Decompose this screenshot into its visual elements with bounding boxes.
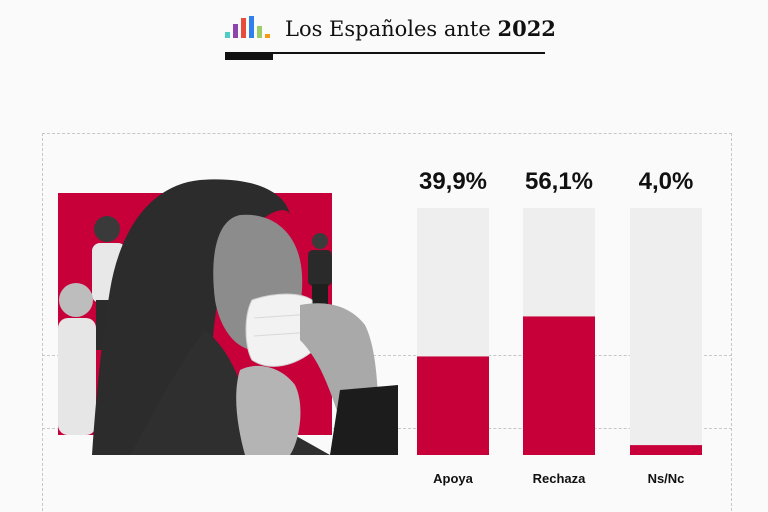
background-person-right: [308, 233, 332, 308]
woman-hair: [92, 179, 290, 455]
title-underline-accent: [225, 52, 273, 60]
chart-frame: [42, 133, 732, 511]
title-year: 2022: [497, 16, 556, 41]
logo-bar: [257, 26, 262, 38]
woman-body: [130, 330, 330, 455]
background-person-far-left: [58, 283, 96, 435]
title-prefix: Los Españoles ante: [285, 17, 498, 41]
woman-hand-left: [236, 365, 301, 455]
logo-bar: [265, 34, 270, 38]
logo-bar: [241, 18, 246, 38]
logo-bar: [225, 32, 230, 38]
dashed-divider: [42, 355, 732, 356]
title-underline: [225, 52, 545, 54]
header: Los Españoles ante 2022: [225, 14, 556, 60]
woman-sleeve: [330, 385, 398, 455]
logo-bar: [249, 16, 254, 38]
face-mask: [245, 293, 315, 367]
logo-bar: [233, 24, 238, 38]
bar-chart-logo-icon: [225, 16, 270, 38]
masked-woman-photo: [58, 179, 398, 455]
page-title: Los Españoles ante 2022: [285, 14, 556, 44]
